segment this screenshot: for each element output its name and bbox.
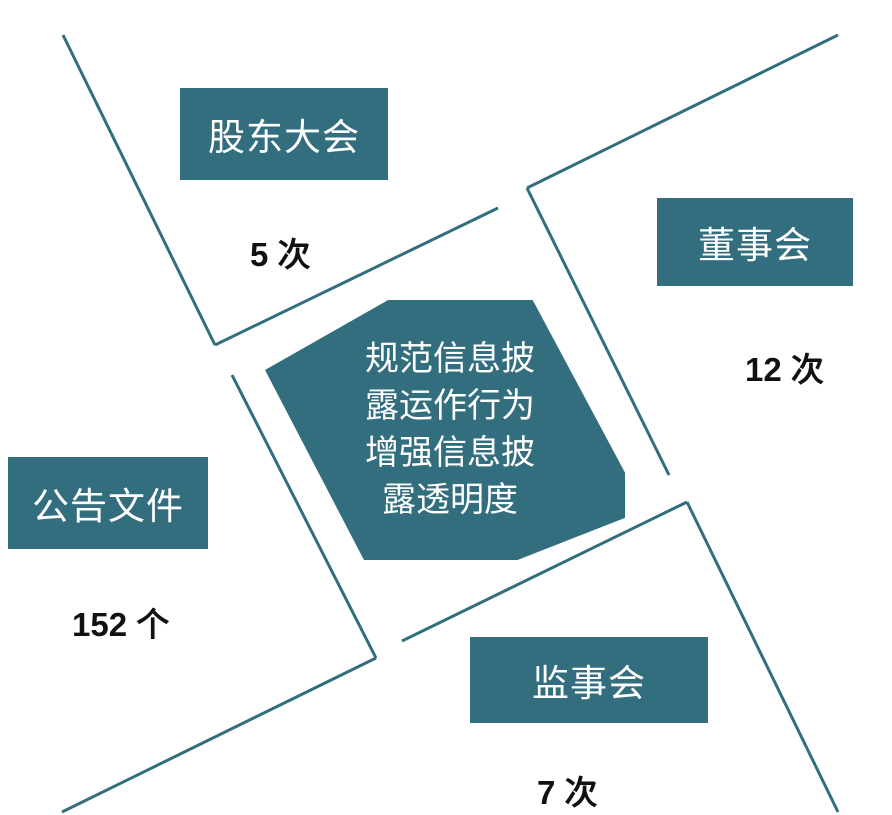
center-goal-text: 规范信息披 露运作行为 增强信息披 露透明度 — [355, 336, 545, 524]
shareholders-meeting-box: 股东大会 — [180, 88, 388, 180]
divider-line-top-left — [61, 34, 217, 346]
center-goal-line: 露透明度 — [382, 480, 518, 520]
center-tilted-square — [265, 300, 625, 560]
divider-line-bottom-left — [61, 656, 377, 814]
announcement-documents-box: 公告文件 — [8, 457, 208, 549]
divider-line-top-right — [526, 33, 839, 190]
supervisory-board-count: 7 次 — [537, 774, 598, 811]
center-goal-line: 露运作行为 — [365, 386, 535, 426]
divider-line-bottom-right-top — [401, 500, 688, 643]
divider-line-top-left-bottom — [214, 206, 499, 347]
board-of-directors-box: 董事会 — [657, 198, 853, 286]
center-goal-block: 规范信息披 露运作行为 增强信息披 露透明度 — [265, 300, 625, 560]
center-goal-line: 增强信息披 — [365, 433, 535, 473]
board-of-directors-count: 12 次 — [745, 351, 824, 388]
supervisory-board-box: 监事会 — [470, 637, 708, 723]
divider-line-top-right-left — [525, 187, 671, 476]
shareholders-meeting-count: 5 次 — [250, 236, 311, 273]
center-goal-line: 规范信息披 — [365, 339, 535, 379]
announcement-documents-count: 152 个 — [72, 606, 170, 643]
divider-line-bottom-left-right — [230, 374, 378, 659]
divider-line-bottom-right — [685, 501, 840, 813]
